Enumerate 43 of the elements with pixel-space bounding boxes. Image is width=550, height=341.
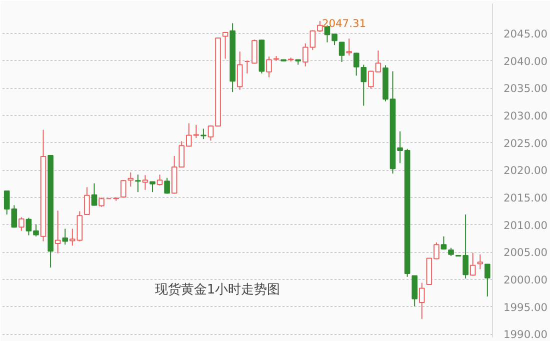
candlestick bbox=[54, 210, 61, 254]
candlestick bbox=[18, 216, 24, 232]
candlestick bbox=[353, 52, 360, 76]
candlestick bbox=[412, 275, 418, 307]
candlestick bbox=[477, 254, 484, 270]
candlestick bbox=[418, 282, 425, 320]
candlestick bbox=[244, 60, 250, 74]
candlestick bbox=[91, 182, 98, 206]
candlestick bbox=[120, 180, 126, 198]
candlestick bbox=[98, 197, 104, 208]
y-tick-label: 2010.00 bbox=[504, 218, 548, 232]
y-tick-label: 1990.00 bbox=[504, 328, 548, 341]
y-tick-label: 1995.00 bbox=[504, 300, 548, 314]
y-tick-label: 2040.00 bbox=[504, 54, 548, 68]
y-tick-label: 2035.00 bbox=[504, 82, 548, 96]
candlestick bbox=[156, 174, 163, 186]
candlestick bbox=[84, 186, 90, 216]
candlestick bbox=[346, 38, 352, 56]
y-tick-label: 2015.00 bbox=[504, 192, 548, 205]
y-tick-label: 2030.00 bbox=[504, 110, 548, 123]
candlestick bbox=[470, 252, 476, 276]
annotation: 2047.31 bbox=[322, 16, 366, 30]
candlestick bbox=[484, 264, 490, 297]
y-tick-label: 2020.00 bbox=[504, 164, 548, 178]
candlestick bbox=[128, 172, 134, 188]
candlestick bbox=[236, 51, 243, 90]
text: 现货黄金1小时走势图 bbox=[154, 282, 280, 298]
candlestick bbox=[62, 228, 68, 246]
candlestick bbox=[440, 236, 447, 250]
candlestick bbox=[164, 177, 170, 194]
candlestick bbox=[338, 42, 345, 62]
candlestick bbox=[252, 39, 258, 64]
candlestick bbox=[360, 64, 367, 106]
candlestick bbox=[142, 174, 148, 190]
candlestick bbox=[222, 31, 228, 60]
y-tick-label: 2000.00 bbox=[504, 274, 548, 287]
candlestick bbox=[266, 56, 272, 78]
y-tick-label: 2045.00 bbox=[504, 28, 548, 41]
candlestick bbox=[200, 128, 206, 140]
y-tick-label: 2005.00 bbox=[504, 246, 548, 260]
candlestick bbox=[135, 174, 141, 193]
candlestick bbox=[150, 181, 156, 193]
y-tick-label: 2025.00 bbox=[504, 136, 548, 150]
